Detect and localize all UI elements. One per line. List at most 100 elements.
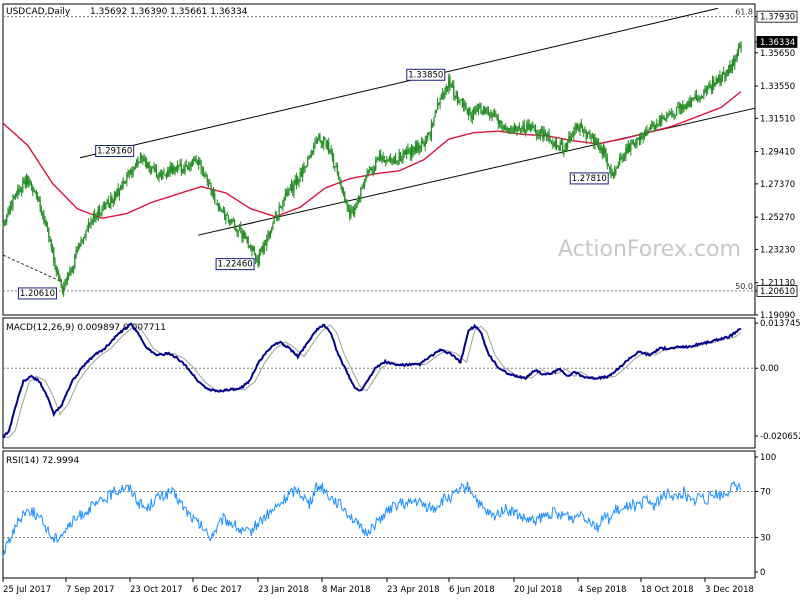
x-tick-label: 6 Dec 2017 xyxy=(193,585,242,595)
rsi-tick-label: 30 xyxy=(760,534,771,544)
candle-body xyxy=(253,247,255,252)
candle-body xyxy=(11,203,13,206)
candle-body xyxy=(9,204,12,211)
symbol-label: USDCAD,Daily xyxy=(6,7,71,17)
candle-body xyxy=(450,85,452,87)
candle-body xyxy=(233,220,236,227)
price-label-text: 1.29160 xyxy=(97,147,132,157)
candle-body xyxy=(648,127,650,130)
candle-body xyxy=(412,145,414,153)
candle-body xyxy=(184,165,186,172)
candle-body xyxy=(627,144,629,153)
candle-body xyxy=(49,238,51,240)
candle-body xyxy=(667,115,669,118)
candle-body xyxy=(298,179,300,184)
candle-body xyxy=(689,100,691,107)
candle-body xyxy=(700,97,702,99)
candle-body xyxy=(433,117,435,126)
candle-body xyxy=(482,109,485,114)
candle-body xyxy=(387,160,389,162)
candle-body xyxy=(56,271,59,273)
candle-body xyxy=(688,101,690,103)
candle-body xyxy=(355,204,357,208)
candle-body xyxy=(716,79,719,83)
price-tick-label: 1.21130 xyxy=(760,279,795,289)
candle-body xyxy=(676,108,678,116)
candle-body xyxy=(692,97,694,99)
rsi-tick-label: 70 xyxy=(760,488,771,498)
candle-body xyxy=(671,112,673,114)
candle-body xyxy=(382,156,384,162)
candle-body xyxy=(709,85,711,88)
candle-body xyxy=(656,123,658,127)
candle-body xyxy=(305,166,307,168)
candle-body xyxy=(246,236,248,238)
candle-body xyxy=(212,192,215,196)
candle-body xyxy=(477,106,480,112)
candle-body xyxy=(133,168,135,170)
candle-body xyxy=(475,108,477,112)
price-tick-label: 1.33550 xyxy=(760,82,795,92)
candle-body xyxy=(588,132,590,134)
price-tick-label: 1.35650 xyxy=(760,49,795,59)
candle-body xyxy=(85,230,87,236)
candle-body xyxy=(420,140,423,148)
candle-body xyxy=(263,243,265,253)
candle-body xyxy=(469,107,471,114)
rsi-tick-label: 0 xyxy=(760,568,765,578)
candle-body xyxy=(536,132,538,135)
candle-body xyxy=(241,229,243,238)
candle-body xyxy=(320,141,322,144)
candle-body xyxy=(17,188,19,196)
candle-body xyxy=(53,247,55,262)
price-label-box xyxy=(215,258,255,271)
candle-body xyxy=(37,195,39,200)
candle-body xyxy=(391,160,393,162)
candle-body xyxy=(518,125,520,128)
candle-body xyxy=(527,123,529,126)
price-horizontal-levels: 61.8 50.0 xyxy=(3,8,755,292)
candle-body xyxy=(64,282,66,289)
candle-body xyxy=(552,143,554,145)
candle-body xyxy=(75,250,77,256)
candle-body xyxy=(713,79,715,87)
candle-body xyxy=(316,138,319,143)
candle-body xyxy=(139,156,142,162)
candle-body xyxy=(440,95,442,100)
candle-body xyxy=(240,226,242,229)
macd-lines xyxy=(2,322,755,439)
candle-body xyxy=(652,121,654,126)
candle-body xyxy=(361,187,363,189)
candle-body xyxy=(558,147,560,150)
candle-body xyxy=(122,180,124,188)
candle-body xyxy=(579,124,581,132)
candle-body xyxy=(344,192,346,202)
candle-body xyxy=(319,135,321,140)
candle-body xyxy=(443,93,445,97)
candle-body xyxy=(160,172,163,178)
candle-body xyxy=(186,166,189,169)
candle-body xyxy=(429,134,431,137)
candle-body xyxy=(383,160,385,162)
candle-body xyxy=(610,168,612,174)
candle-body xyxy=(326,141,329,149)
candle-body xyxy=(100,212,102,214)
candle-body xyxy=(571,135,574,137)
candle-body xyxy=(631,141,633,144)
candle-body xyxy=(583,131,585,134)
candle-body xyxy=(573,131,575,136)
candle-body xyxy=(283,198,285,205)
candle-body xyxy=(408,149,410,152)
candle-body xyxy=(277,216,279,219)
macd-tick-label: -0.020652 xyxy=(760,432,800,442)
candle-body xyxy=(172,167,174,174)
candle-body xyxy=(150,167,153,172)
candle-body xyxy=(694,93,696,100)
candle-body xyxy=(547,134,549,137)
candle-body xyxy=(167,170,169,177)
candle-body xyxy=(697,99,699,102)
candle-body xyxy=(704,88,706,92)
candle-body xyxy=(20,190,23,192)
candle-body xyxy=(739,45,741,48)
